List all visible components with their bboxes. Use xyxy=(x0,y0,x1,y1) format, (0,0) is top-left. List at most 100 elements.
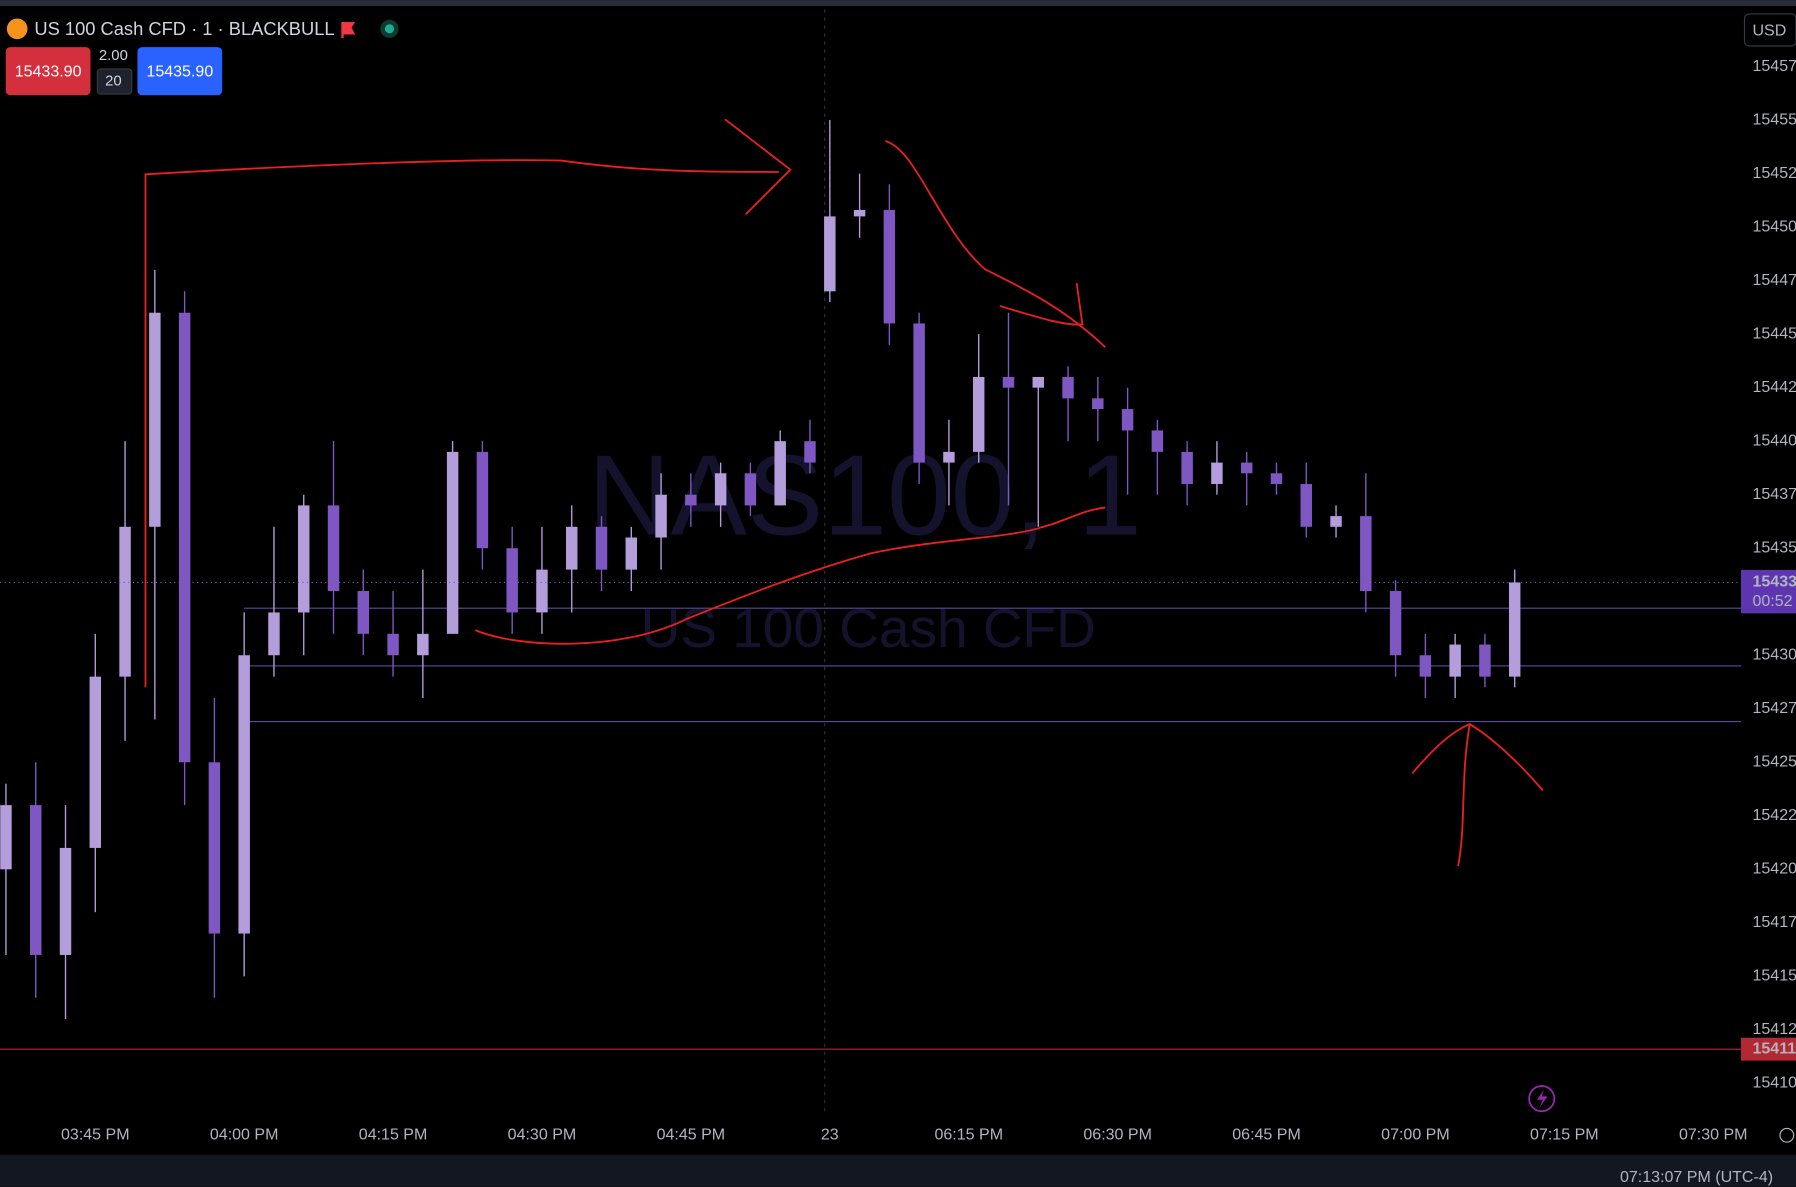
quantity-box[interactable] xyxy=(96,68,133,95)
drawing xyxy=(885,140,1106,348)
candle-body xyxy=(1151,430,1164,452)
y-tick-label: 15430 xyxy=(1752,645,1796,663)
drawing xyxy=(999,282,1084,326)
candle-body xyxy=(89,676,102,848)
candle-body xyxy=(1121,409,1134,431)
symbol-icon xyxy=(6,18,28,40)
candle-body xyxy=(536,569,548,613)
candle-body xyxy=(1330,516,1342,527)
candle-body xyxy=(595,526,608,570)
x-tick-label: 07:15 PM xyxy=(1530,1126,1599,1144)
y-tick-label: 15415 xyxy=(1752,967,1796,985)
x-tick-label: 07:30 PM xyxy=(1679,1126,1748,1144)
candle-body xyxy=(357,591,370,634)
last-price-box xyxy=(1741,569,1796,614)
candle-body xyxy=(1032,376,1044,388)
candle-body xyxy=(1270,473,1283,484)
candle-body xyxy=(913,323,925,463)
y-tick-label: 15442 xyxy=(1752,378,1796,396)
candle-body xyxy=(149,312,161,527)
status-dot-inner xyxy=(384,24,395,34)
candle-body xyxy=(1449,644,1461,677)
candle-body xyxy=(476,451,489,549)
x-tick-label: 06:30 PM xyxy=(1083,1126,1152,1144)
y-tick-label: 15447 xyxy=(1752,271,1796,289)
candle-body xyxy=(883,209,896,324)
x-tick-label: 04:30 PM xyxy=(508,1126,577,1144)
candle-body xyxy=(268,612,280,656)
symbol-title[interactable]: US 100 Cash CFD · 1 · BLACKBULL xyxy=(34,18,334,39)
buy-button[interactable] xyxy=(137,47,223,96)
candle-body xyxy=(178,312,191,763)
quantity[interactable]: 20 xyxy=(105,73,122,89)
candle-body xyxy=(824,216,836,292)
annotations xyxy=(144,118,1544,867)
replay-icon-bolt xyxy=(1537,1089,1548,1108)
y-tick-label: 15452 xyxy=(1752,164,1796,182)
y-tick-label: 15420 xyxy=(1752,860,1796,878)
x-tick-label: 04:00 PM xyxy=(210,1126,279,1144)
y-tick-label: 15422 xyxy=(1752,806,1796,824)
candle-body xyxy=(1419,655,1432,677)
candle-body xyxy=(1240,462,1253,474)
flag-icon[interactable] xyxy=(341,21,356,38)
drawing xyxy=(724,118,792,216)
candle-body xyxy=(853,209,866,217)
drawing xyxy=(1411,723,1544,867)
candle-body xyxy=(943,451,955,463)
x-tick-label: 06:15 PM xyxy=(934,1126,1003,1144)
ask-price[interactable]: 15435.90 xyxy=(146,63,213,81)
candle-body xyxy=(446,451,459,634)
candle-body xyxy=(0,805,12,870)
y-tick-label: 15410 xyxy=(1752,1074,1796,1092)
watermark: US 100 Cash CFD xyxy=(641,597,1096,659)
candle-body xyxy=(119,526,131,677)
x-tick-label: 07:00 PM xyxy=(1381,1126,1450,1144)
candle-body xyxy=(506,548,518,613)
top-border xyxy=(0,0,1796,6)
last-price-label: 15433 xyxy=(1752,573,1796,591)
x-tick-label: 06:45 PM xyxy=(1232,1126,1301,1144)
candle-body xyxy=(387,633,399,656)
alert-box xyxy=(1741,1037,1796,1061)
candle-body xyxy=(298,505,310,613)
y-tick-label: 15440 xyxy=(1752,431,1796,449)
candle-body xyxy=(1389,591,1402,656)
x-tick-label: 03:45 PM xyxy=(61,1126,130,1144)
status-bar xyxy=(0,1154,1796,1187)
sell-button[interactable] xyxy=(5,47,91,96)
candle-body xyxy=(1092,398,1104,410)
currency[interactable]: USD xyxy=(1752,21,1786,39)
candle-body xyxy=(744,473,757,506)
candle-body xyxy=(625,537,638,570)
x-tick-label: 04:15 PM xyxy=(359,1126,428,1144)
alert-label: 15411 xyxy=(1752,1039,1796,1057)
settings-icon[interactable] xyxy=(1779,1127,1795,1143)
countdown: 00:52 xyxy=(1752,592,1792,610)
y-tick-label: 15457 xyxy=(1752,57,1796,75)
candle-body xyxy=(1181,451,1193,484)
replay-icon[interactable] xyxy=(1528,1085,1556,1113)
y-tick-label: 15435 xyxy=(1752,538,1796,556)
candle-body xyxy=(1479,644,1491,677)
currency-button[interactable] xyxy=(1743,13,1796,47)
candle-body xyxy=(1508,582,1521,677)
y-tick-label: 15427 xyxy=(1752,699,1796,717)
y-tick-label: 15417 xyxy=(1752,913,1796,931)
candle-body xyxy=(1360,516,1372,592)
candle-body xyxy=(714,473,727,506)
candle-body xyxy=(238,655,250,934)
y-tick-label: 15445 xyxy=(1752,324,1796,342)
bid-price[interactable]: 15433.90 xyxy=(15,63,82,81)
candle-body xyxy=(417,633,429,656)
candle-body xyxy=(804,441,816,463)
x-tick-label: 04:45 PM xyxy=(657,1126,726,1144)
drawing xyxy=(144,159,779,688)
candle-body xyxy=(30,805,42,955)
y-tick-label: 15437 xyxy=(1752,485,1796,503)
candle-body xyxy=(59,847,72,955)
candle-body xyxy=(1062,376,1074,399)
